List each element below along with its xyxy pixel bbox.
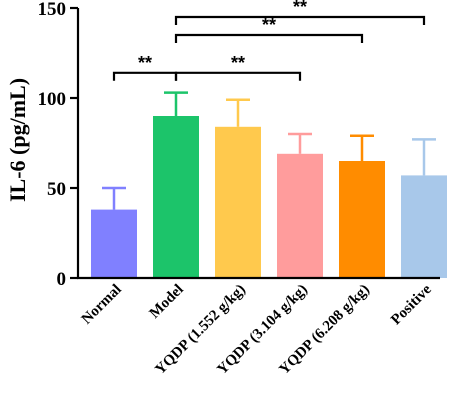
significance-bracket (174, 33, 364, 43)
category-label: Normal (79, 282, 125, 328)
significance-brackets: ** ** ** ** (112, 0, 426, 81)
category-label: Positive (388, 281, 435, 328)
significance-bracket (174, 71, 302, 81)
significance-bracket (112, 71, 178, 81)
error-bars (102, 91, 436, 210)
bar (153, 116, 199, 278)
bar (91, 209, 137, 278)
bars (91, 116, 447, 278)
category-label: Model (147, 282, 187, 322)
significance-label: ** (293, 0, 307, 17)
significance-label: ** (262, 15, 276, 35)
significance-label: ** (231, 53, 245, 73)
bar (277, 153, 323, 278)
significance-label: ** (138, 53, 152, 73)
y-tick-label: 100 (38, 89, 67, 110)
y-axis-title: IL-6 (pg/mL) (5, 78, 30, 202)
y-tick-label: 150 (38, 0, 67, 20)
bar (401, 175, 447, 278)
y-tick-label: 0 (57, 269, 67, 290)
bar (215, 126, 261, 278)
y-axis: 0 50 100 150 (38, 0, 78, 290)
bar (339, 161, 385, 278)
significance-bracket (174, 15, 426, 25)
y-tick-label: 50 (47, 179, 66, 200)
